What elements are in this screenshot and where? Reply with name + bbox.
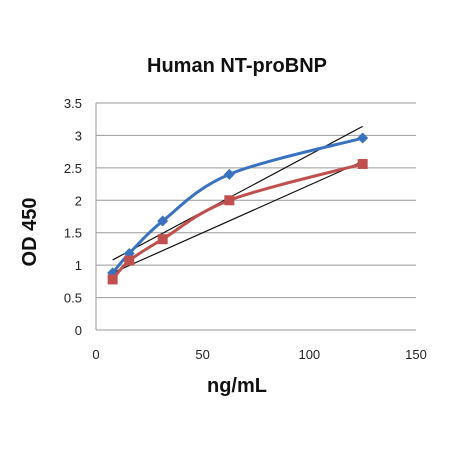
data-point <box>357 158 368 169</box>
series-2 <box>107 158 368 285</box>
y-tick-label: 1.5 <box>64 226 82 241</box>
series <box>107 132 369 285</box>
y-tick-label: 3.5 <box>64 96 82 111</box>
x-tick-label: 50 <box>195 347 209 362</box>
chart-title: Human NT-proBNP <box>147 55 327 77</box>
y-tick-label: 3 <box>75 128 82 143</box>
grid <box>96 102 416 299</box>
series-line <box>111 136 365 275</box>
data-point <box>223 168 235 180</box>
x-tick-label: 150 <box>405 347 427 362</box>
data-point <box>357 132 369 144</box>
y-tick-label: 0.5 <box>64 291 82 306</box>
series-line <box>111 162 365 281</box>
y-tick-labels: 0 0.5 1 1.5 2 2.5 3 3.5 <box>64 96 82 338</box>
x-tick-label: 0 <box>92 347 99 362</box>
x-tick-label: 100 <box>298 347 320 362</box>
x-axis-title: ng/mL <box>207 375 267 397</box>
trendline <box>112 160 363 274</box>
y-tick-label: 1 <box>75 258 82 273</box>
y-axis-title: OD 450 <box>19 198 41 267</box>
data-point <box>224 195 235 206</box>
x-tick-labels: 0 50 100 150 <box>92 347 426 362</box>
y-tick-label: 2 <box>75 193 82 208</box>
data-point <box>107 274 118 285</box>
data-point <box>124 255 135 266</box>
series-1 <box>107 132 369 279</box>
y-tick-label: 0 <box>75 323 82 338</box>
y-tick-label: 2.5 <box>64 161 82 176</box>
data-point <box>157 215 169 227</box>
data-point <box>157 234 168 245</box>
axes <box>95 103 416 331</box>
